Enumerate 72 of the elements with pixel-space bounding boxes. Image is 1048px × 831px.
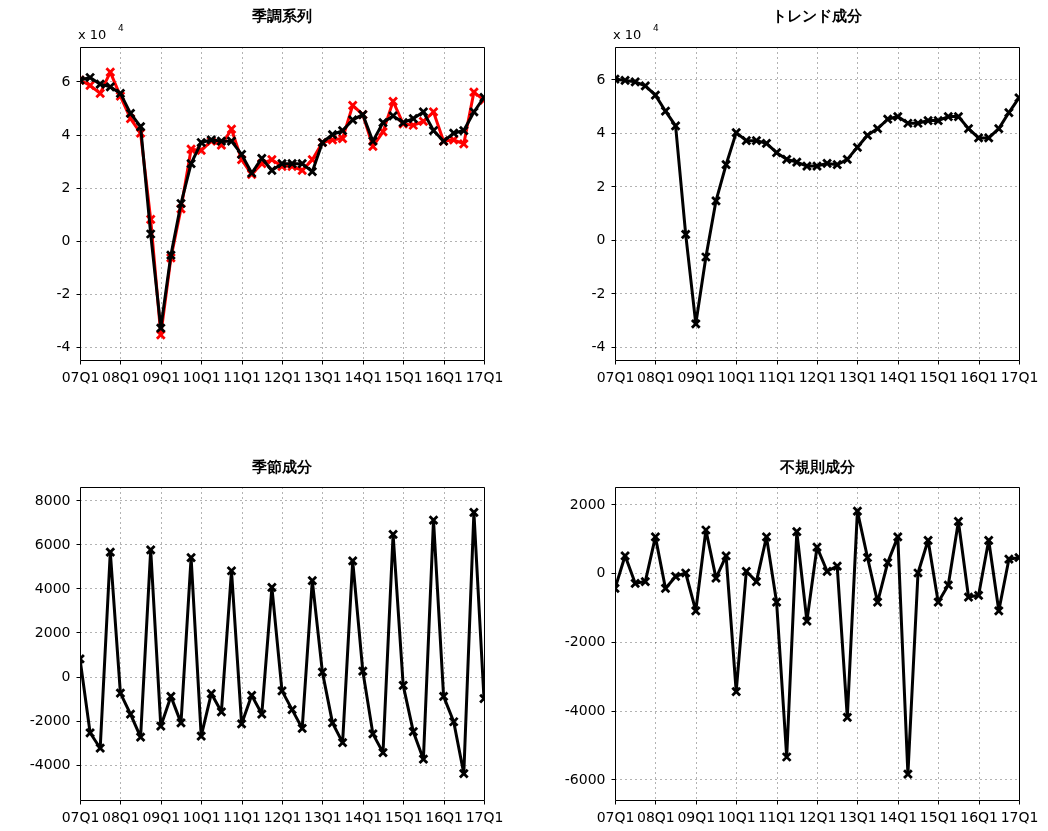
x-tick-label: 08Q1 [102,808,140,825]
x-tick-label: 15Q1 [919,808,958,825]
x-tick-label: 07Q1 [596,808,635,825]
x-tick-label: 10Q1 [182,808,221,825]
y-tick-label: -4 [591,338,606,355]
x-tick-label: 14Q1 [879,808,918,825]
y-tick-label: 6 [61,72,71,89]
y-tick-label: 2000 [34,623,71,640]
x-tick-label: 07Q1 [61,808,100,825]
x-tick-label: 09Q1 [677,368,716,385]
x-tick-label: 08Q1 [637,368,675,385]
y-tick-label: 8000 [34,491,71,508]
y-tick-label: 6 [596,70,606,87]
x-tick-label: 11Q1 [223,808,261,825]
y-tick-label: 6000 [34,535,71,552]
x-tick-label: 16Q1 [960,368,998,385]
x-tick-label: 07Q1 [596,368,635,385]
x-tick-label: 13Q1 [839,368,877,385]
x-tick-label: 14Q1 [344,808,383,825]
x-tick-label: 13Q1 [839,808,877,825]
x-tick-label: 16Q1 [425,368,463,385]
x-tick-label: 13Q1 [304,368,342,385]
y-tick-label: 2000 [569,495,606,512]
x-tick-label: 10Q1 [717,368,756,385]
y-tick-label: 2 [61,179,71,196]
x-tick-label: 17Q1 [1000,368,1039,385]
y-tick-label: -6000 [564,770,606,787]
x-tick-label: 12Q1 [798,808,837,825]
y-tick-label: 4 [61,126,71,143]
x-tick-label: 14Q1 [344,368,383,385]
y-tick-label: -4 [56,338,71,355]
x-tick-label: 15Q1 [384,808,423,825]
x-tick-label: 15Q1 [919,368,958,385]
x-tick-label: 11Q1 [223,368,261,385]
chart-title: トレンド成分 [772,7,863,25]
x-tick-label: 12Q1 [263,368,302,385]
x-tick-label: 11Q1 [758,808,796,825]
x-tick-label: 08Q1 [637,808,675,825]
y-tick-label: -4000 [564,702,606,719]
y-tick-label: -2 [591,284,606,301]
x-tick-label: 13Q1 [304,808,342,825]
x-tick-label: 17Q1 [1000,808,1039,825]
y-tick-label: 0 [596,564,606,581]
y-tick-label: 2 [596,177,606,194]
x-tick-label: 09Q1 [142,808,181,825]
chart-title: 不規則成分 [778,458,856,476]
x-tick-label: 10Q1 [182,368,221,385]
x-tick-label: 14Q1 [879,368,918,385]
x-tick-label: 17Q1 [465,808,504,825]
x-tick-label: 11Q1 [758,368,796,385]
x-tick-label: 16Q1 [425,808,463,825]
y-tick-label: 0 [61,232,71,249]
y-tick-label: 4 [596,124,606,141]
x-tick-label: 08Q1 [102,368,140,385]
x-tick-label: 09Q1 [677,808,716,825]
chart-title: 季節成分 [251,458,313,476]
x-tick-label: 12Q1 [798,368,837,385]
x-tick-label: 12Q1 [263,808,302,825]
x-tick-label: 16Q1 [960,808,998,825]
y-tick-label: -2 [56,285,71,302]
x-tick-label: 10Q1 [717,808,756,825]
y-tick-label: 4000 [34,579,71,596]
y-tick-label: -4000 [29,756,71,773]
x-tick-label: 07Q1 [61,368,100,385]
x-tick-label: 17Q1 [465,368,504,385]
y-tick-label: 0 [61,668,71,685]
y-tick-label: -2000 [564,633,606,650]
x-tick-label: 09Q1 [142,368,181,385]
x-tick-label: 15Q1 [384,368,423,385]
chart-title: 季調系列 [251,7,312,25]
y-tick-label: 0 [596,231,606,248]
y-tick-label: -2000 [29,712,71,729]
